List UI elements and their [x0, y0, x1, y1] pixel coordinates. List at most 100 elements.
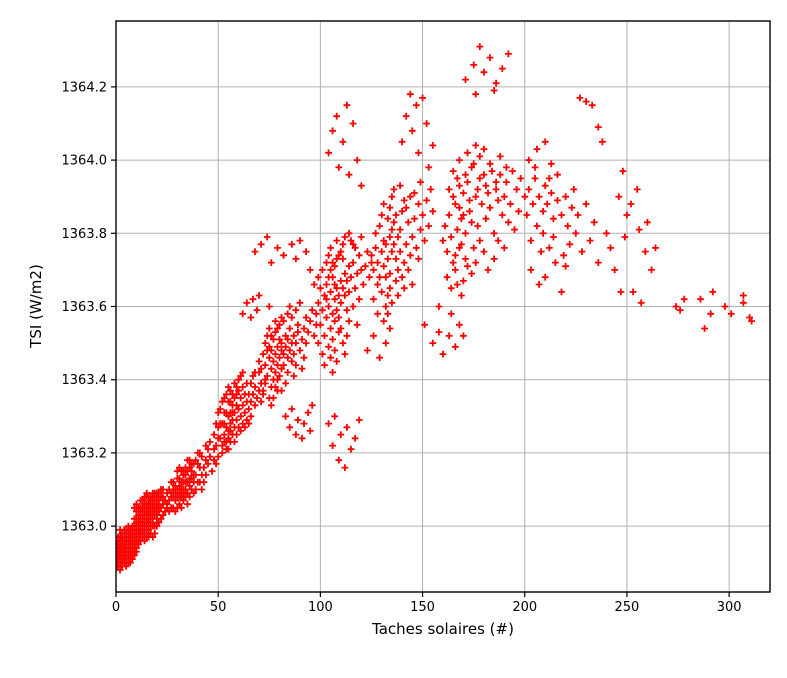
data-point	[459, 276, 468, 286]
data-point	[720, 302, 730, 311]
data-point	[252, 393, 262, 403]
data-point	[647, 265, 656, 275]
data-point	[412, 243, 421, 253]
data-point	[524, 155, 534, 165]
data-point	[471, 192, 481, 201]
data-point	[544, 243, 554, 253]
data-point	[457, 291, 466, 300]
data-point	[589, 218, 599, 227]
data-point	[285, 346, 295, 355]
data-point	[561, 192, 570, 201]
data-point	[426, 185, 436, 194]
data-point	[334, 313, 344, 322]
data-point	[401, 203, 411, 212]
data-point	[324, 302, 333, 311]
data-point	[238, 309, 247, 319]
data-point	[399, 196, 409, 205]
data-point	[410, 214, 419, 223]
data-point	[385, 283, 395, 293]
data-point	[285, 422, 295, 432]
data-point	[285, 302, 295, 311]
data-point	[477, 199, 487, 209]
data-point	[510, 225, 519, 234]
data-point	[377, 210, 387, 220]
data-point	[485, 53, 495, 62]
data-point	[489, 229, 499, 238]
data-point	[626, 199, 636, 209]
data-point	[418, 93, 427, 103]
data-point	[350, 433, 360, 443]
data-point	[532, 144, 542, 154]
data-point	[463, 177, 472, 187]
data-point	[446, 309, 456, 319]
data-point	[287, 313, 297, 322]
data-point	[418, 210, 427, 220]
data-point	[236, 393, 245, 403]
data-point	[495, 170, 505, 179]
data-point	[414, 254, 423, 264]
data-point	[299, 324, 309, 333]
data-point	[534, 280, 544, 289]
data-point	[373, 258, 382, 267]
data-point	[209, 430, 219, 439]
data-point	[606, 243, 615, 253]
data-point	[379, 261, 389, 271]
data-point	[264, 353, 274, 363]
data-point	[293, 327, 303, 337]
data-point	[499, 192, 509, 201]
data-point	[471, 258, 481, 267]
data-point	[461, 75, 470, 84]
data-point	[348, 119, 358, 128]
data-point	[602, 229, 611, 238]
data-point	[305, 316, 315, 326]
data-point	[438, 349, 448, 359]
data-point	[383, 254, 393, 264]
data-point	[334, 291, 344, 300]
data-point	[344, 170, 354, 179]
data-point	[546, 159, 556, 169]
data-point	[252, 305, 262, 315]
data-point	[301, 247, 311, 256]
data-point	[397, 272, 407, 282]
data-point	[414, 148, 423, 158]
data-point	[340, 463, 350, 472]
data-point	[281, 342, 290, 352]
data-point	[322, 280, 331, 289]
data-point	[266, 258, 276, 267]
data-point	[422, 196, 431, 205]
data-point	[264, 302, 274, 311]
data-point	[459, 188, 468, 198]
data-point	[514, 207, 523, 216]
data-point	[291, 430, 301, 439]
data-point	[183, 499, 192, 509]
data-point	[422, 119, 431, 128]
data-point	[301, 338, 311, 348]
data-point	[338, 240, 348, 249]
data-point	[708, 287, 718, 297]
data-point	[618, 166, 628, 176]
data-point	[383, 309, 393, 319]
data-point	[393, 265, 403, 275]
data-point	[305, 265, 315, 275]
data-point	[246, 379, 256, 388]
data-point	[309, 280, 319, 289]
y-tick-label: 1363.0	[62, 520, 108, 535]
data-point	[424, 163, 434, 172]
data-point	[401, 111, 411, 121]
data-point	[450, 199, 460, 209]
data-point	[495, 152, 505, 161]
data-point	[330, 346, 340, 355]
data-point	[271, 316, 280, 326]
data-point	[377, 247, 387, 256]
data-point	[463, 261, 472, 271]
data-point	[385, 232, 395, 242]
data-point	[387, 225, 397, 234]
data-point	[324, 419, 333, 428]
data-point	[540, 272, 550, 282]
data-points-layer	[116, 42, 756, 575]
data-point	[512, 185, 521, 194]
data-point	[532, 221, 542, 231]
data-point	[232, 415, 241, 425]
data-point	[354, 294, 364, 304]
data-point	[407, 280, 417, 289]
